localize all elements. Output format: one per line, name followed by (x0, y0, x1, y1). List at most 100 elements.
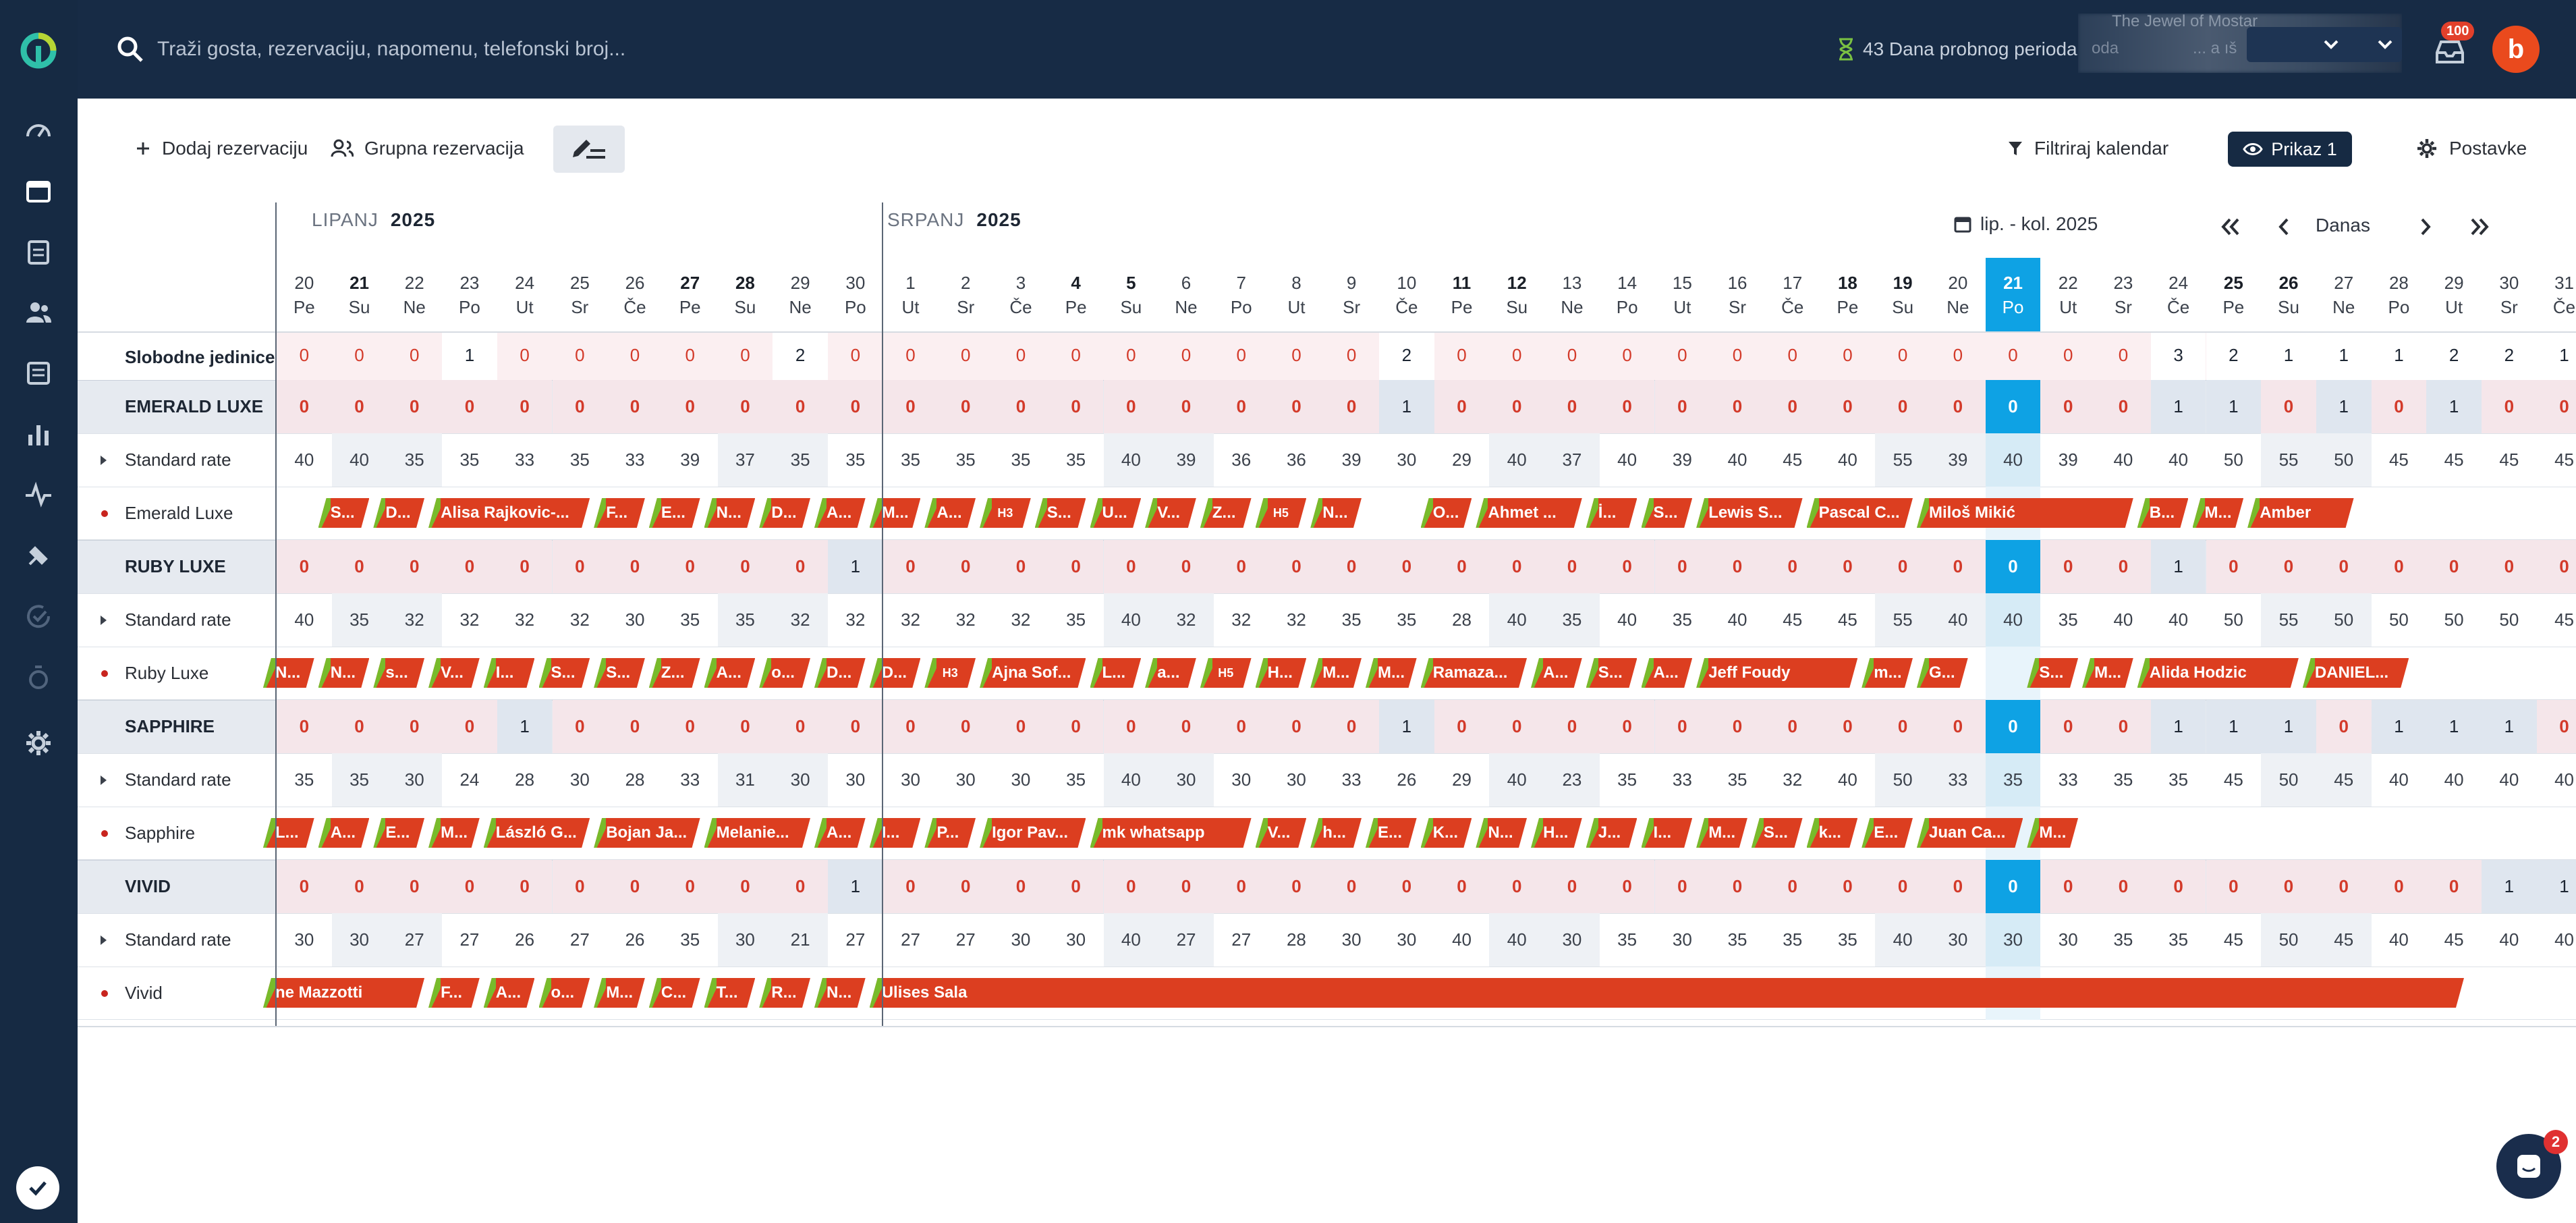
booking-block[interactable]: T... (704, 978, 756, 1008)
free-units-cell[interactable]: 0 (1512, 345, 1522, 365)
rate-cell[interactable]: 35 (1066, 769, 1086, 790)
day-header[interactable]: 28 Su (718, 258, 773, 332)
availability-cell[interactable]: 0 (1875, 700, 1930, 753)
rate-cell[interactable]: 32 (845, 609, 866, 630)
availability-cell[interactable]: 1 (2150, 540, 2206, 593)
rate-cell[interactable]: 40 (1985, 593, 2041, 647)
expand-triangle-icon[interactable] (101, 935, 107, 945)
rate-cell[interactable]: 35 (294, 769, 314, 790)
booking-block[interactable]: N... (1476, 818, 1527, 848)
day-header[interactable]: 31 Če (2537, 258, 2576, 332)
availability-cell[interactable]: 0 (828, 380, 883, 433)
availability-cell[interactable]: 1 (2261, 700, 2316, 753)
rate-cell[interactable]: 30 (569, 769, 590, 790)
room-type-name[interactable]: EMERALD LUXE (125, 396, 264, 416)
free-units-cell[interactable]: 2 (1379, 333, 1434, 381)
rate-cell[interactable]: 32 (901, 609, 920, 630)
availability-cell[interactable]: 0 (662, 700, 718, 753)
booking-block[interactable]: H... (1256, 658, 1307, 688)
rate-cell[interactable]: 40 (1507, 450, 1527, 470)
timer-icon[interactable] (19, 657, 58, 697)
rate-cell[interactable]: 30 (404, 769, 424, 790)
booking-block[interactable]: m... (1861, 658, 1913, 688)
availability-cell[interactable]: 0 (2482, 540, 2537, 593)
day-header[interactable]: 25 Sr (553, 258, 608, 332)
availability-cell[interactable]: 0 (883, 380, 939, 433)
rate-cell[interactable]: 39 (680, 450, 700, 470)
rate-cell[interactable]: 33 (625, 450, 645, 470)
availability-cell[interactable]: 0 (1654, 540, 1710, 593)
rate-cell[interactable]: 35 (2113, 929, 2133, 950)
availability-cell[interactable]: 0 (1213, 700, 1269, 753)
rate-cell[interactable]: 40 (1507, 609, 1527, 630)
availability-cell[interactable]: 1 (2536, 860, 2576, 913)
availability-cell[interactable]: 0 (1710, 700, 1765, 753)
availability-cell[interactable]: 0 (1379, 540, 1434, 593)
rate-cell[interactable]: 45 (2388, 450, 2409, 470)
availability-cell[interactable]: 0 (1654, 380, 1710, 433)
booking-block[interactable]: A... (924, 498, 976, 528)
day-header[interactable]: 20 Ne (1930, 258, 1986, 332)
today-button[interactable]: Danas (2316, 215, 2370, 236)
availability-cell[interactable]: 0 (552, 380, 608, 433)
booking-block[interactable]: A... (484, 978, 535, 1008)
rate-cell[interactable]: 30 (1286, 769, 1306, 790)
free-units-cell[interactable]: 0 (299, 345, 310, 365)
booking-block[interactable]: D... (759, 498, 810, 528)
availability-cell[interactable]: 0 (1544, 540, 1600, 593)
expand-triangle-icon[interactable] (101, 615, 107, 625)
availability-cell[interactable]: 0 (883, 700, 939, 753)
availability-cell[interactable]: 0 (1820, 380, 1876, 433)
booking-block[interactable]: K... (1421, 818, 1472, 848)
rate-plan-label[interactable]: Standard rate (78, 433, 293, 487)
expand-triangle-icon[interactable] (101, 775, 107, 785)
rate-cell[interactable]: 55 (1893, 450, 1913, 470)
availability-cell[interactable]: 0 (1434, 540, 1490, 593)
availability-cell[interactable]: 0 (2316, 700, 2372, 753)
availability-cell[interactable]: 0 (883, 540, 939, 593)
rate-cell[interactable]: 35 (1985, 753, 2041, 807)
rate-cell[interactable]: 30 (294, 929, 314, 950)
booking-block[interactable]: H5 (1256, 498, 1307, 528)
rate-cell[interactable]: 50 (2223, 609, 2243, 630)
rate-cell[interactable]: 39 (1341, 450, 1362, 470)
rate-cell[interactable]: 33 (2058, 769, 2078, 790)
day-header[interactable]: 28 Po (2372, 258, 2427, 332)
rate-cell[interactable]: 27 (404, 929, 424, 950)
rate-cell[interactable]: 35 (1066, 450, 1086, 470)
rate-cell[interactable]: 32 (569, 609, 590, 630)
clipboard-icon[interactable] (19, 232, 58, 271)
rate-cell[interactable]: 32 (1176, 609, 1196, 630)
prev-button[interactable] (2267, 212, 2301, 242)
availability-cell[interactable]: 0 (1489, 700, 1545, 753)
rate-cell[interactable]: 40 (1727, 609, 1747, 630)
booking-block[interactable]: mk whatsapp (1090, 818, 1252, 848)
booking-block[interactable]: M... (2027, 818, 2078, 848)
availability-cell[interactable]: 0 (1103, 700, 1159, 753)
rate-cell[interactable]: 45 (2499, 450, 2519, 470)
rate-cell[interactable]: 40 (1837, 450, 1857, 470)
day-header[interactable]: 29 Ne (773, 258, 828, 332)
availability-cell[interactable]: 0 (2482, 380, 2537, 433)
availability-cell[interactable]: 1 (2206, 700, 2262, 753)
booking-block[interactable]: Melanie... (704, 818, 810, 848)
availability-cell[interactable]: 0 (1710, 380, 1765, 433)
availability-cell[interactable]: 0 (2040, 700, 2096, 753)
day-header[interactable]: 6 Ne (1158, 258, 1214, 332)
rate-cell[interactable]: 50 (1893, 769, 1913, 790)
free-units-cell[interactable]: 0 (629, 345, 640, 365)
rate-cell[interactable]: 30 (1562, 929, 1582, 950)
rate-cell[interactable]: 32 (790, 609, 810, 630)
rate-cell[interactable]: 30 (1948, 929, 1968, 950)
availability-cell[interactable]: 0 (993, 380, 1048, 433)
rate-cell[interactable]: 33 (1948, 769, 1968, 790)
availability-cell[interactable]: 0 (828, 700, 883, 753)
booking-block[interactable]: S... (1642, 498, 1693, 528)
free-units-cell[interactable]: 0 (1787, 345, 1797, 365)
availability-cell[interactable]: 0 (1213, 380, 1269, 433)
free-units-cell[interactable]: 0 (1457, 345, 1467, 365)
rate-cell[interactable]: 45 (2444, 450, 2464, 470)
rate-cell[interactable]: 40 (2168, 609, 2189, 630)
rate-cell[interactable]: 30 (1176, 769, 1196, 790)
rate-cell[interactable]: 35 (459, 450, 480, 470)
